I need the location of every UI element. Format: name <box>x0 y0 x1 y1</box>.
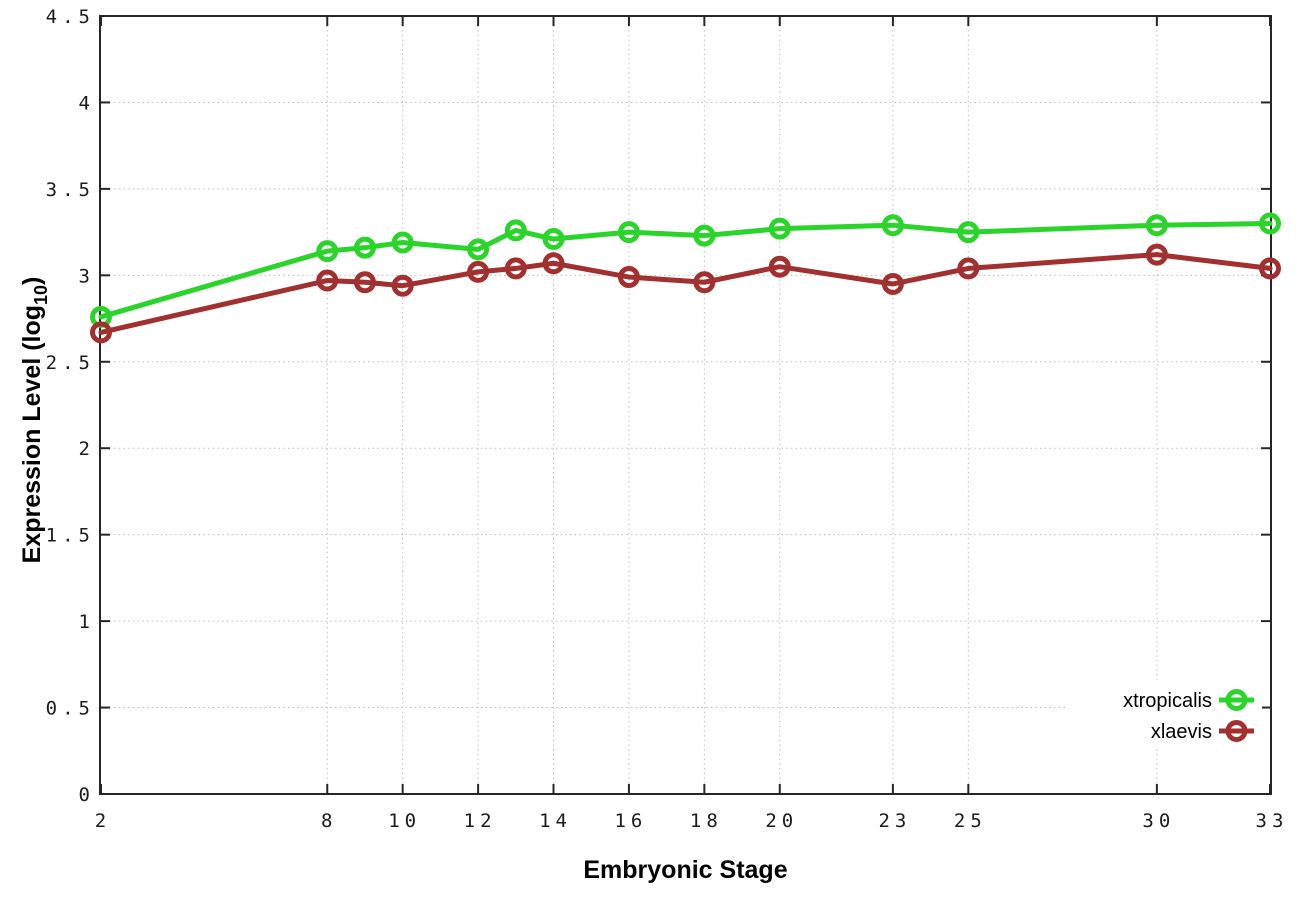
legend-label-xlaevis: xlaevis <box>1151 721 1212 743</box>
point-xlaevis-30 <box>1145 243 1168 266</box>
series-xlaevis <box>90 243 1281 344</box>
x-tick-label-30: 30 <box>1142 810 1175 832</box>
point-xlaevis-16 <box>617 266 640 289</box>
point-xlaevis-33 <box>1259 257 1281 280</box>
x-tick-label-20: 20 <box>765 810 798 832</box>
y-tick-labels: 0 0.5 1 1.5 2 2.5 3 3.5 4 4.5 <box>46 6 95 806</box>
y-tick-label-2.5: 2.5 <box>46 352 95 374</box>
point-xtropicalis-8 <box>316 240 339 263</box>
x-tick-label-10: 10 <box>388 810 421 832</box>
legend-marker-xlaevis <box>1225 720 1248 742</box>
x-tick-label-16: 16 <box>614 810 647 832</box>
x-tick-label-18: 18 <box>690 810 723 832</box>
y-tick-label-4: 4 <box>79 92 95 114</box>
point-xlaevis-12 <box>467 260 490 283</box>
y-tick-label-2: 2 <box>79 438 95 460</box>
point-xtropicalis-16 <box>617 221 640 244</box>
point-xtropicalis-23 <box>881 214 904 237</box>
x-tick-label-14: 14 <box>539 810 572 832</box>
y-tick-label-1.5: 1.5 <box>46 525 95 547</box>
point-xtropicalis-14 <box>542 228 565 251</box>
y-tick-label-4.5: 4.5 <box>46 6 95 28</box>
y-axis-title: Expression Level (log10) <box>18 277 51 564</box>
point-xtropicalis-18 <box>693 224 716 247</box>
x-tick-label-8: 8 <box>321 810 337 832</box>
legend-label-xtropicalis: xtropicalis <box>1123 690 1212 712</box>
x-tick-labels: 2 8 10 12 14 16 18 20 23 25 30 33 <box>95 810 1289 832</box>
legend: xtropicalis xlaevis <box>1066 683 1262 749</box>
y-tick-label-0: 0 <box>79 784 95 806</box>
x-tick-label-23: 23 <box>878 810 911 832</box>
x-axis-title: Embryonic Stage <box>583 856 787 884</box>
x-tick-label-12: 12 <box>464 810 497 832</box>
point-xlaevis-20 <box>768 255 791 278</box>
plot-border <box>99 15 1272 795</box>
point-xlaevis-25 <box>957 257 980 280</box>
y-tick-label-1: 1 <box>79 611 95 633</box>
y-tick-label-3.5: 3.5 <box>46 179 95 201</box>
point-xtropicalis-33 <box>1259 212 1281 235</box>
x-tick-label-25: 25 <box>954 810 987 832</box>
y-tick-label-3: 3 <box>79 265 95 287</box>
point-xlaevis-10 <box>391 274 414 297</box>
x-tick-label-33: 33 <box>1256 810 1289 832</box>
legend-marker-xtropicalis <box>1225 689 1248 711</box>
point-xlaevis-8 <box>316 269 339 292</box>
legend-entry-xtropicalis: xtropicalis <box>1123 689 1254 712</box>
point-xtropicalis-30 <box>1145 214 1168 237</box>
point-xlaevis-2 <box>90 321 112 344</box>
point-xtropicalis-25 <box>957 221 980 244</box>
y-tick-label-0.5: 0.5 <box>46 698 95 720</box>
point-xlaevis-9 <box>353 271 376 294</box>
point-xtropicalis-13 <box>504 219 527 242</box>
x-tick-label-2: 2 <box>95 810 111 832</box>
point-xtropicalis-10 <box>391 231 414 254</box>
point-xtropicalis-9 <box>353 236 376 259</box>
point-xlaevis-18 <box>693 271 716 294</box>
point-xlaevis-23 <box>881 272 904 295</box>
series-xtropicalis <box>90 212 1281 328</box>
legend-entry-xlaevis: xlaevis <box>1151 720 1254 743</box>
point-xtropicalis-20 <box>768 217 791 240</box>
point-xtropicalis-12 <box>467 238 490 261</box>
point-xlaevis-13 <box>504 257 527 280</box>
point-xlaevis-14 <box>542 252 565 275</box>
